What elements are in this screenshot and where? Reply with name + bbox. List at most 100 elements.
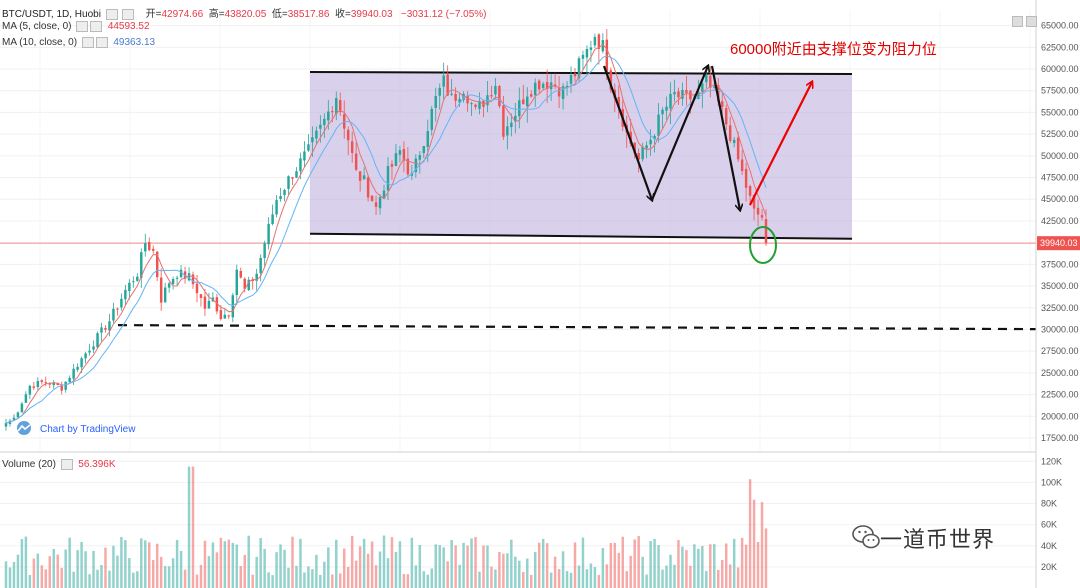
ma5-legend: MA (5, close, 0) 44593.52	[2, 21, 150, 32]
candle-body	[514, 115, 517, 122]
volume-bar	[323, 561, 326, 588]
volume-bar	[231, 542, 235, 588]
candle-body	[752, 195, 756, 209]
price-tick-label: 32500.00	[1041, 303, 1079, 313]
settings-icon[interactable]	[122, 8, 135, 20]
last-price-tag	[1037, 236, 1080, 251]
candle-body	[637, 153, 640, 160]
volume-bar	[251, 574, 254, 588]
volume-bar	[155, 543, 159, 588]
volume-bars	[4, 466, 768, 588]
volume-bar	[287, 567, 290, 588]
ma5-line	[5, 43, 767, 424]
volume-bar	[629, 555, 632, 588]
candle-body	[251, 280, 254, 282]
candle-body	[354, 153, 358, 170]
maximize-icon[interactable]	[1012, 16, 1023, 27]
volume-bar	[689, 565, 692, 588]
close-icon[interactable]	[1026, 16, 1037, 27]
candle-body	[573, 73, 577, 77]
candle-body	[537, 80, 541, 90]
volume-bar	[752, 499, 756, 588]
settings-icon[interactable]	[95, 37, 108, 48]
candle-body	[760, 215, 764, 218]
candle-body	[283, 189, 286, 196]
volume-bar	[76, 550, 79, 588]
candle-body	[279, 196, 282, 199]
volume-bar	[705, 570, 708, 588]
candle-body	[4, 423, 8, 427]
volume-bar	[537, 542, 541, 588]
candle-body	[199, 294, 203, 299]
volume-bar	[609, 543, 613, 588]
volume-bar	[370, 541, 374, 588]
support-line	[117, 324, 1037, 331]
volume-bar	[454, 545, 457, 588]
volume-bar	[601, 548, 605, 588]
volume-bar	[605, 564, 609, 588]
low-label: 低=	[271, 9, 288, 20]
last-price-label: 39940.03	[1040, 238, 1078, 248]
candle-body	[179, 269, 183, 278]
volume-bar	[327, 547, 330, 588]
volume-bar	[470, 538, 473, 588]
candle-body	[633, 142, 636, 154]
volume-bar	[259, 538, 262, 588]
volume-bar	[617, 552, 621, 588]
volume-bar	[235, 544, 239, 588]
volume-bar	[136, 571, 139, 588]
volume-bar	[450, 540, 453, 588]
volume-bar	[191, 466, 195, 588]
candle-body	[120, 298, 123, 308]
candle-body	[609, 70, 613, 90]
volume-bar	[406, 574, 410, 588]
volume-bar	[291, 536, 294, 588]
volume-bar	[124, 540, 127, 588]
volume-bar	[673, 564, 676, 588]
eye-icon[interactable]	[76, 21, 89, 32]
pane-controls	[1012, 14, 1040, 32]
tradingview-credit[interactable]: Chart by TradingView	[40, 424, 136, 435]
volume-bar	[633, 539, 636, 588]
eye-icon[interactable]	[105, 8, 118, 20]
candle-body	[227, 315, 231, 317]
volume-bar	[175, 539, 179, 588]
volume-bar	[681, 546, 684, 588]
candle-body	[450, 93, 453, 95]
volume-bar	[589, 563, 593, 588]
candle-body	[402, 149, 406, 161]
close-value: 39940.03	[350, 9, 393, 20]
volume-bar	[199, 564, 203, 588]
candle-body	[255, 273, 258, 281]
ma10-value: 49363.13	[113, 37, 156, 49]
volume-bar	[187, 466, 191, 588]
candle-body	[60, 384, 63, 391]
volume-bar	[378, 551, 382, 588]
candle-body	[207, 300, 211, 309]
candle-body	[553, 84, 557, 87]
volume-bar	[545, 543, 549, 588]
candle-body	[744, 168, 748, 188]
settings-icon[interactable]	[90, 21, 103, 32]
volume-bar	[510, 539, 513, 588]
price-tick-label: 50000.00	[1041, 151, 1079, 161]
volume-bar	[346, 566, 350, 588]
volume-bar	[163, 566, 167, 588]
moving-averages	[5, 43, 767, 424]
candle-body	[331, 111, 334, 113]
volume-bar	[756, 542, 760, 588]
candle-body	[533, 82, 537, 96]
candle-body	[601, 40, 605, 52]
eye-icon[interactable]	[81, 37, 94, 48]
arrow-up-1	[650, 66, 708, 201]
candle-body	[291, 177, 294, 179]
volume-bar	[474, 536, 477, 588]
volume-bar	[565, 571, 569, 588]
candle-body	[398, 150, 402, 155]
resistance-annotation: 60000附近由支撑位变为阻力位	[730, 41, 937, 58]
candle-body	[720, 101, 724, 107]
candle-body	[24, 394, 28, 403]
candle-body	[104, 327, 107, 330]
volume-bar	[641, 556, 644, 588]
settings-icon[interactable]	[60, 459, 73, 470]
